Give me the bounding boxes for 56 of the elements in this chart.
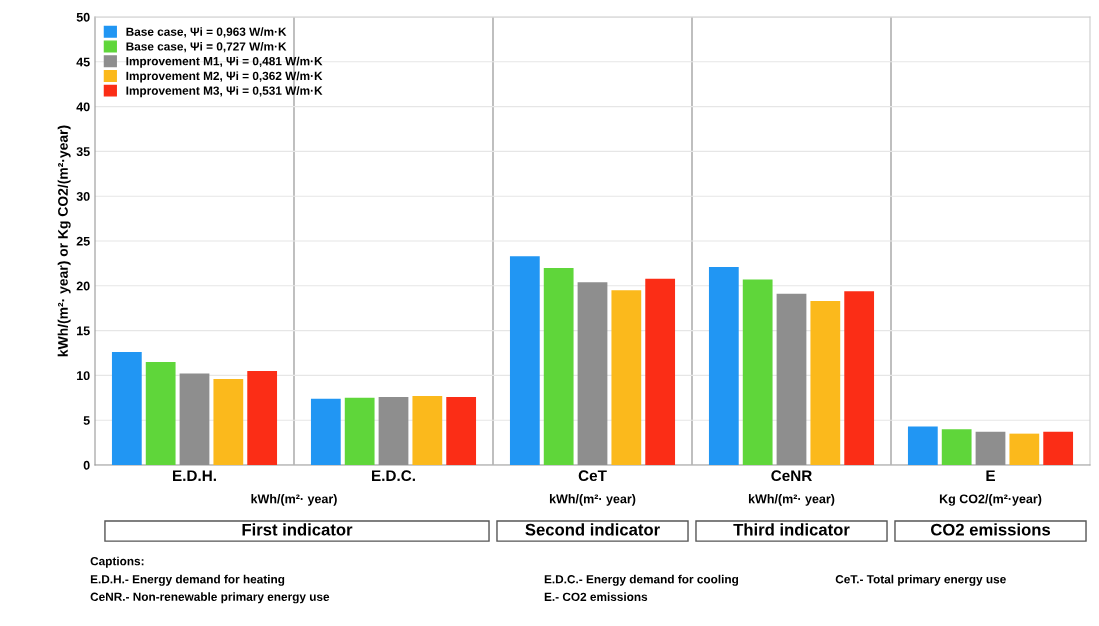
legend-label: Improvement M1, Ψi = 0,481 W/m·K [126, 56, 323, 68]
y-tick-label: 0 [83, 460, 90, 470]
y-tick-label: 25 [76, 236, 90, 246]
bar [446, 396, 477, 465]
text: CeT.- Total primary energy use [835, 574, 1006, 586]
text: Captions: [90, 556, 144, 568]
y-axis-title: kWh/(m²· year) or Kg CO2/(m²·year) [57, 125, 71, 357]
legend-label: Base case, Ψi = 0,963 W/m·K [126, 27, 287, 38]
text: Second indicator [525, 523, 660, 536]
x-tick-label: CeNR [771, 470, 812, 482]
text: kWh/(m²· year) [549, 494, 636, 506]
y-tick-label: 30 [76, 192, 90, 201]
x-tick-label: E [986, 470, 995, 481]
y-tick-label: 40 [76, 102, 90, 112]
legend-label: Improvement M3, Ψi = 0,531 W/m·K [126, 86, 323, 98]
bar [310, 398, 341, 465]
text: kWh/(m²· year) [748, 494, 835, 506]
y-tick-label: 20 [76, 281, 90, 291]
y-tick-label: 50 [76, 12, 90, 22]
text: Kg CO2/(m²·year) [939, 494, 1042, 506]
text: CeNR.- Non-renewable primary energy use [90, 592, 330, 604]
y-tick-label: 5 [83, 416, 90, 425]
bar [810, 301, 841, 465]
y-tick-label: 45 [76, 57, 90, 67]
bar [247, 370, 278, 465]
text: Third indicator [733, 523, 850, 536]
bar [941, 429, 972, 465]
text: E.- CO2 emissions [544, 592, 648, 601]
bar [344, 397, 375, 465]
x-tick-label: E.D.C. [372, 470, 415, 482]
bar [907, 426, 938, 465]
text: E.D.C.- Energy demand for cooling [544, 574, 739, 586]
text: E.D.H.- Energy demand for heating [90, 574, 285, 586]
bar [543, 267, 574, 465]
y-tick-label: 35 [76, 147, 90, 157]
text: CO2 emissions [930, 523, 1051, 536]
bar [145, 361, 176, 465]
bar [1043, 431, 1074, 465]
text: kWh/(m²· year) [251, 494, 337, 506]
bar [412, 396, 443, 465]
text: First indicator [242, 523, 353, 536]
bar [509, 256, 540, 465]
bar [1009, 433, 1040, 465]
y-tick-label: 10 [77, 371, 90, 381]
bar [213, 378, 244, 465]
x-tick-label: E.D.H. [173, 470, 216, 481]
bar [844, 291, 875, 465]
x-tick-label: CeT [578, 470, 607, 482]
legend-label: Improvement M2, Ψi = 0,362 W/m·K [126, 71, 323, 83]
bar [742, 279, 773, 465]
bar [111, 352, 142, 465]
y-tick-label: 15 [77, 326, 90, 336]
bar [611, 290, 642, 465]
bar [645, 278, 676, 465]
bar [708, 266, 739, 465]
legend-label: Base case, Ψi = 0,727 W/m·K [126, 41, 287, 53]
